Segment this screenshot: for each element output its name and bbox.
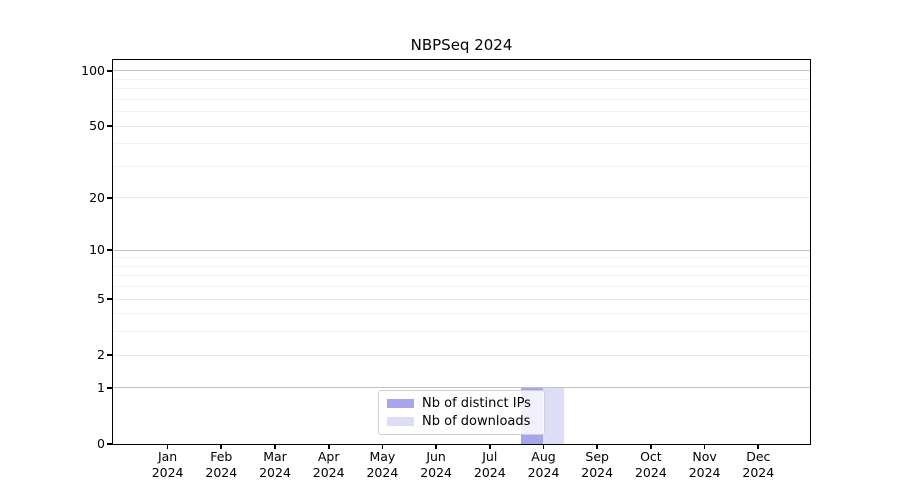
x-axis-tick (703, 444, 706, 449)
x-axis-tick (381, 444, 384, 449)
gridline (113, 298, 810, 300)
x-axis-label: Jun 2024 (420, 449, 452, 480)
x-axis-tick (166, 444, 169, 449)
gridline-major (113, 70, 810, 72)
x-axis-tick (488, 444, 491, 449)
legend-swatch (387, 398, 414, 408)
x-axis-label: Dec 2024 (742, 449, 775, 480)
bar-nb-of-downloads (542, 387, 564, 444)
gridline (113, 197, 810, 199)
x-axis-label: Jan 2024 (151, 449, 184, 480)
y-axis-label: 2 (97, 347, 105, 363)
gridline (113, 125, 810, 127)
x-axis-label: Feb 2024 (205, 449, 238, 480)
x-axis-label: Nov 2024 (688, 449, 721, 480)
plot-area: Nb of distinct IPs Nb of downloads (112, 59, 811, 445)
y-axis-tick (107, 249, 112, 252)
y-axis-tick (107, 125, 112, 128)
legend-row: Nb of distinct IPs (387, 395, 536, 412)
x-axis-label: Oct 2024 (634, 449, 667, 480)
gridline-minor (113, 78, 810, 80)
legend-row: Nb of downloads (387, 413, 536, 430)
x-axis-tick (274, 444, 276, 449)
gridline-major (113, 387, 810, 389)
y-axis-label: 50 (89, 118, 105, 134)
y-axis-tick (107, 298, 112, 301)
gridline-minor (113, 143, 810, 145)
y-axis-tick (107, 443, 112, 445)
x-axis-tick (650, 444, 652, 449)
legend-swatch (387, 417, 414, 427)
y-axis-tick (107, 197, 112, 199)
x-axis-tick (757, 444, 760, 449)
gridline-minor (113, 111, 810, 113)
gridline-minor (113, 165, 810, 167)
y-axis-label: 1 (97, 379, 105, 395)
y-axis-label: 10 (89, 242, 105, 258)
x-axis-tick (542, 444, 545, 449)
x-axis-tick (435, 444, 437, 449)
x-axis-label: Mar 2024 (259, 449, 291, 480)
x-axis-label: Apr 2024 (312, 449, 345, 480)
x-axis-label: Sep 2024 (581, 449, 614, 480)
x-axis-tick (327, 444, 330, 449)
gridline-minor (113, 98, 810, 100)
gridline-minor (113, 88, 810, 90)
y-axis-label: 5 (97, 291, 105, 307)
gridline-minor (113, 331, 810, 333)
legend-label: Nb of downloads (422, 414, 531, 430)
gridline-minor (113, 257, 810, 259)
gridline-minor (113, 265, 810, 267)
gridline-major (113, 249, 810, 251)
gridline (113, 354, 810, 356)
gridline-minor (113, 313, 810, 315)
x-axis-tick (220, 444, 223, 449)
y-axis-label: 0 (97, 436, 105, 451)
y-axis-tick (107, 70, 112, 72)
gridline-minor (113, 286, 810, 288)
x-axis-label: Aug 2024 (527, 449, 560, 480)
chart-title: NBPSeq 2024 (410, 36, 513, 54)
x-axis-tick (596, 444, 599, 449)
y-axis-label: 20 (89, 189, 105, 205)
y-axis-tick (107, 387, 112, 389)
gridline-minor (113, 275, 810, 277)
x-axis-label: Jul 2024 (473, 449, 506, 480)
y-axis-label: 100 (81, 62, 105, 78)
x-axis-label: May 2024 (366, 449, 399, 480)
legend-label: Nb of distinct IPs (422, 395, 531, 411)
y-axis-tick (107, 354, 112, 357)
legend: Nb of distinct IPs Nb of downloads (378, 390, 545, 435)
